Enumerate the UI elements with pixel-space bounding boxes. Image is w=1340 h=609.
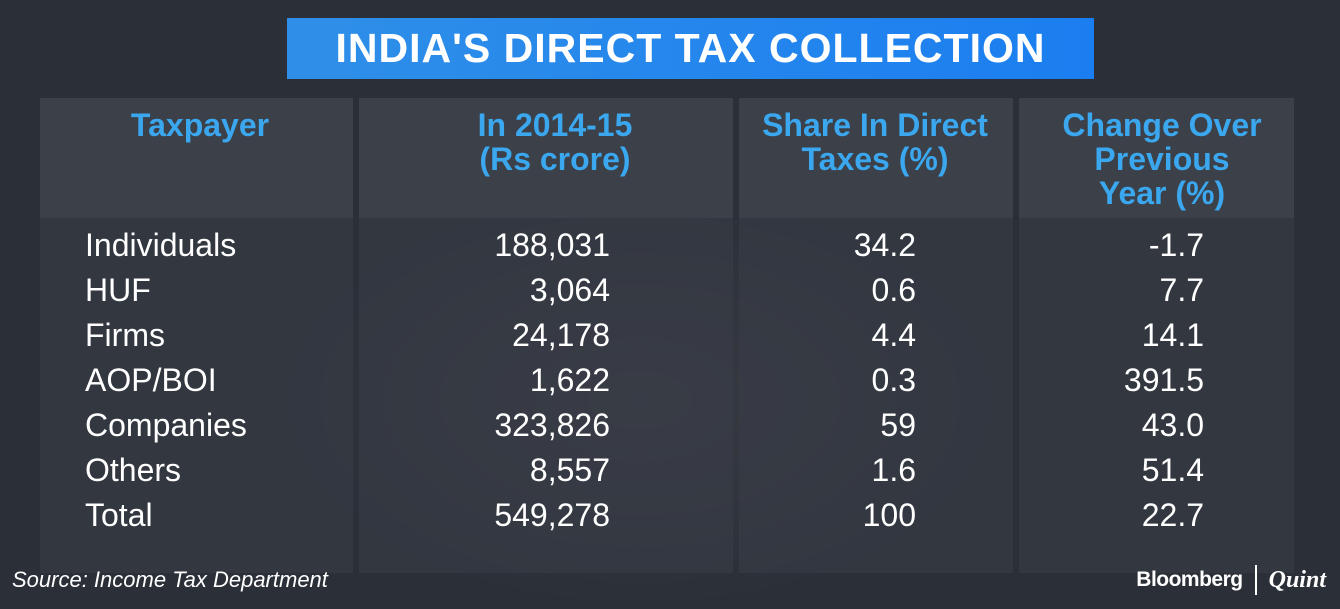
brand-name: Bloomberg — [1136, 568, 1243, 591]
cell-change: 43.0 — [1141, 407, 1204, 443]
cell-amount: 323,826 — [494, 407, 610, 443]
header-bg-taxpayer — [40, 98, 353, 218]
cell-share: 4.4 — [871, 317, 916, 353]
table-row: Companies 323,826 59 43.0 — [0, 403, 1340, 448]
header-bg-amount — [359, 98, 733, 218]
table-row: HUF 3,064 0.6 7.7 — [0, 268, 1340, 313]
title-banner: INDIA'S DIRECT TAX COLLECTION — [287, 18, 1094, 79]
cell-change: 22.7 — [1141, 497, 1204, 533]
column-header-change: Change Over Previous Year (%) — [1022, 108, 1302, 210]
cell-change: 391.5 — [1123, 362, 1204, 398]
header-line: In 2014-15 — [477, 107, 633, 143]
chart-title: INDIA'S DIRECT TAX COLLECTION — [335, 25, 1046, 71]
cell-share: 0.3 — [871, 362, 916, 398]
cell-taxpayer: Firms — [85, 317, 165, 353]
header-line: (Rs crore) — [479, 141, 631, 177]
cell-amount: 188,031 — [494, 227, 610, 263]
cell-taxpayer: Others — [85, 452, 182, 488]
header-bg-share — [739, 98, 1013, 218]
cell-amount: 549,278 — [494, 497, 610, 533]
cell-change: 14.1 — [1141, 317, 1204, 353]
header-line: Previous — [1094, 141, 1230, 177]
cell-share: 34.2 — [853, 227, 916, 263]
cell-share: 59 — [880, 407, 916, 443]
cell-amount: 8,557 — [529, 452, 610, 488]
cell-taxpayer: AOP/BOI — [85, 362, 217, 398]
header-line: Year (%) — [1098, 175, 1226, 211]
cell-change: 7.7 — [1159, 272, 1204, 308]
column-header-share: Share In Direct Taxes (%) — [740, 108, 1010, 176]
header-line: Share In Direct — [762, 107, 988, 143]
sub-brand-name: Quint — [1268, 566, 1326, 593]
cell-share: 0.6 — [871, 272, 916, 308]
column-header-taxpayer: Taxpayer — [100, 108, 300, 142]
table-row: Others 8,557 1.6 51.4 — [0, 448, 1340, 493]
cell-change: -1.7 — [1148, 227, 1204, 263]
table-row: Total 549,278 100 22.7 — [0, 493, 1340, 538]
brand-logo: Bloomberg Quint — [1136, 563, 1326, 597]
table-row: Individuals 188,031 34.2 -1.7 — [0, 223, 1340, 268]
cell-amount: 24,178 — [512, 317, 610, 353]
cell-share: 100 — [862, 497, 916, 533]
cell-taxpayer: Individuals — [85, 227, 237, 263]
cell-taxpayer: HUF — [85, 272, 151, 308]
cell-taxpayer: Total — [85, 497, 153, 533]
table-row: Firms 24,178 4.4 14.1 — [0, 313, 1340, 358]
header-line: Taxpayer — [130, 107, 270, 143]
cell-amount: 1,622 — [529, 362, 610, 398]
table-row: AOP/BOI 1,622 0.3 391.5 — [0, 358, 1340, 403]
header-line: Change Over — [1062, 107, 1262, 143]
source-note: Source: Income Tax Department — [12, 567, 328, 592]
cell-taxpayer: Companies — [85, 407, 247, 443]
header-bg-change — [1019, 98, 1294, 218]
column-header-amount: In 2014-15 (Rs crore) — [440, 108, 670, 176]
header-line: Taxes (%) — [801, 141, 949, 177]
cell-amount: 3,064 — [529, 272, 610, 308]
cell-share: 1.6 — [871, 452, 916, 488]
logo-divider — [1254, 565, 1257, 595]
cell-change: 51.4 — [1141, 452, 1204, 488]
